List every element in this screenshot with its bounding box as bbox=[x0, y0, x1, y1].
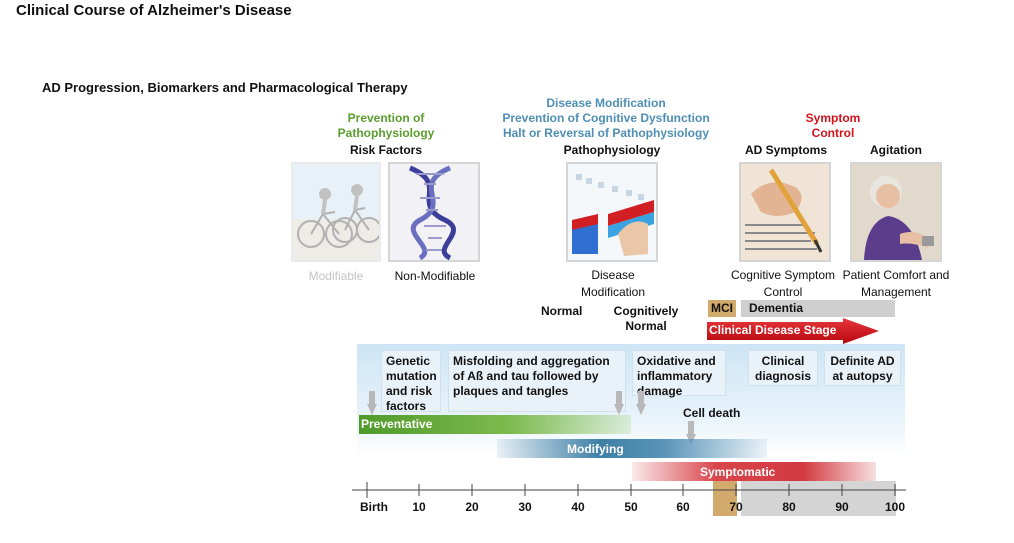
phase-definite-ad: Definite AD at autopsy bbox=[824, 350, 901, 386]
axis-tick-label: 40 bbox=[571, 500, 585, 514]
mci-timeline-band bbox=[713, 481, 737, 516]
normal-stage-label: Normal bbox=[541, 304, 583, 318]
down-arrow-icon bbox=[614, 391, 624, 415]
elderly-woman-image bbox=[850, 162, 942, 262]
dna-helix-icon bbox=[409, 165, 456, 260]
axis-tick-label: 30 bbox=[518, 500, 532, 514]
down-arrow-icon bbox=[367, 391, 377, 415]
cyclists-image bbox=[291, 162, 381, 262]
lab-image bbox=[566, 162, 658, 262]
non-modifiable-caption: Non-Modifiable bbox=[394, 269, 476, 283]
writing-image bbox=[739, 162, 831, 262]
bicycle-icon bbox=[293, 164, 379, 260]
phase-clinical-diagnosis: Clinical diagnosis bbox=[748, 350, 818, 386]
elderly-woman-icon bbox=[852, 164, 940, 260]
ad-symptoms-header: AD Symptoms bbox=[744, 143, 827, 157]
dementia-timeline-band bbox=[741, 481, 896, 516]
phase-oxidative-damage: Oxidative and inflammatory damage bbox=[632, 350, 726, 398]
agitation-header: Agitation bbox=[870, 143, 922, 157]
risk-factors-header: Risk Factors bbox=[349, 143, 423, 157]
dna-image bbox=[388, 162, 480, 262]
axis-tick-label: Birth bbox=[360, 500, 388, 514]
cognitively-normal-stage-label: Cognitively Normal bbox=[613, 304, 679, 333]
axis-tick-label: 10 bbox=[412, 500, 426, 514]
disease-modification-caption: Disease Modification bbox=[580, 268, 646, 299]
phase-genetic-mutation: Genetic mutation and risk factors bbox=[381, 350, 441, 413]
axis-tick-label: 60 bbox=[676, 500, 690, 514]
test-tubes-icon bbox=[568, 164, 656, 260]
modifiable-caption: Modifiable bbox=[308, 269, 364, 283]
down-arrow-icon bbox=[636, 391, 646, 415]
clinical-disease-stage-arrow: Clinical Disease Stage bbox=[707, 318, 879, 344]
preventative-bar: Preventative bbox=[359, 415, 631, 434]
symptomatic-label: Symptomatic bbox=[700, 465, 776, 479]
modifying-label: Modifying bbox=[567, 442, 624, 456]
axis-tick-label: 50 bbox=[624, 500, 638, 514]
modification-goal-line-1: Disease Modification bbox=[546, 96, 666, 110]
modification-goal-line-3: Halt or Reversal of Pathophysiology bbox=[502, 126, 710, 140]
cognitive-symptom-control-caption: Cognitive Symptom Control bbox=[730, 268, 836, 299]
axis-tick-label: 100 bbox=[884, 500, 906, 514]
prevention-goal-label: Prevention of Pathophysiology bbox=[337, 111, 435, 140]
patient-comfort-caption: Patient Comfort and Management bbox=[842, 268, 950, 299]
modification-goal-label: Disease Modification Prevention of Cogni… bbox=[480, 96, 732, 141]
axis-tick-label: 80 bbox=[782, 500, 796, 514]
dementia-stage-label: Dementia bbox=[741, 300, 895, 317]
page-title: Clinical Course of Alzheimer's Disease bbox=[16, 2, 292, 19]
symptom-goal-label: Symptom Control bbox=[805, 111, 861, 140]
mci-stage-label: MCI bbox=[708, 300, 736, 317]
symptomatic-bar: Symptomatic bbox=[632, 462, 876, 481]
modifying-bar: Modifying bbox=[497, 439, 767, 458]
clinical-disease-stage-label: Clinical Disease Stage bbox=[709, 323, 837, 337]
cell-death-label: Cell death bbox=[683, 406, 741, 420]
pathophysiology-header: Pathophysiology bbox=[563, 143, 661, 157]
diagram-subtitle: AD Progression, Biomarkers and Pharmacol… bbox=[42, 80, 408, 95]
preventative-label: Preventative bbox=[361, 417, 433, 431]
axis-tick-label: 90 bbox=[835, 500, 849, 514]
phase-misfolding-aggregation: Misfolding and aggregation of Aß and tau… bbox=[448, 350, 626, 412]
hand-writing-icon bbox=[741, 164, 829, 260]
age-axis bbox=[352, 482, 906, 498]
axis-tick-label: 70 bbox=[729, 500, 743, 514]
modification-goal-line-2: Prevention of Cognitive Dysfunction bbox=[502, 111, 710, 125]
axis-tick-label: 20 bbox=[465, 500, 479, 514]
